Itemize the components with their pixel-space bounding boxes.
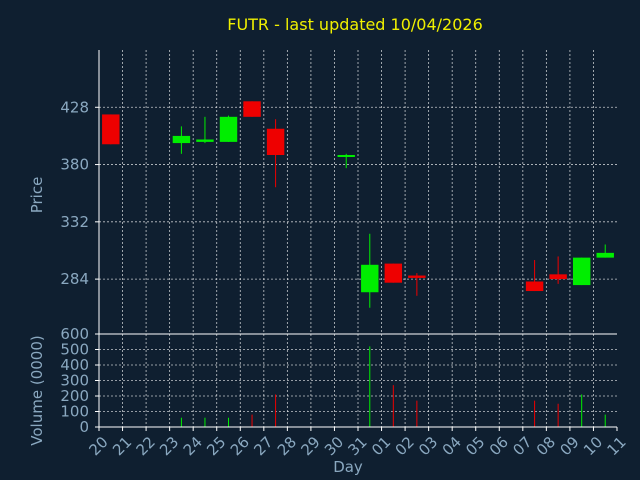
axes — [95, 50, 618, 431]
candle-body — [361, 264, 379, 293]
volume-tick-label: 200 — [60, 387, 89, 405]
volume-bars — [180, 346, 606, 427]
candle-body — [243, 101, 261, 117]
price-tick-label: 284 — [60, 270, 89, 288]
price-axis-label: Price — [28, 177, 46, 214]
price-candles — [102, 101, 614, 308]
candle-body — [408, 275, 426, 278]
candle-body — [219, 116, 238, 142]
volume-tick-label: 600 — [60, 325, 89, 343]
candle-body — [196, 139, 214, 142]
candle-body — [572, 257, 591, 286]
candle-body — [596, 252, 614, 258]
price-tick-label: 380 — [60, 156, 89, 174]
volume-tick-label: 100 — [60, 403, 89, 421]
volume-axis-label: Volume (0000) — [28, 335, 46, 445]
candle-body — [102, 114, 120, 145]
candle-body — [266, 128, 285, 156]
volume-tick-label: 400 — [60, 356, 89, 374]
candle-body — [384, 263, 403, 283]
price-tick-label: 428 — [60, 98, 89, 116]
chart-title: FUTR - last updated 10/04/2026 — [227, 15, 483, 34]
candle-body — [525, 281, 544, 292]
volume-tick-label: 500 — [60, 341, 89, 359]
grid-layer — [99, 50, 617, 427]
price-tick-label: 332 — [60, 213, 89, 231]
volume-tick-label: 0 — [79, 418, 89, 436]
candle-body — [172, 135, 191, 144]
candle-body — [337, 155, 355, 158]
volume-tick-label: 300 — [60, 372, 89, 390]
x-axis-label: Day — [333, 458, 363, 476]
candle-body — [549, 274, 567, 280]
